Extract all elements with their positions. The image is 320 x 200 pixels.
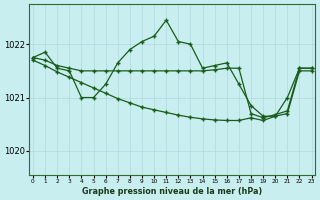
X-axis label: Graphe pression niveau de la mer (hPa): Graphe pression niveau de la mer (hPa)	[82, 187, 262, 196]
